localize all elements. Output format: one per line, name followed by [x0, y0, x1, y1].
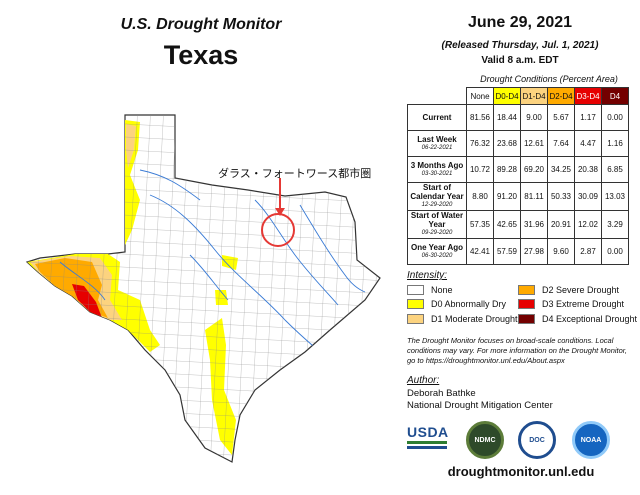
- author-org: National Drought Mitigation Center: [407, 400, 553, 411]
- county-grid: [27, 115, 380, 462]
- table-cell: 0.00: [601, 104, 629, 131]
- row-label: Start of Calendar Year 12-29-2020: [407, 182, 467, 211]
- table-row: One Year Ago 06-30-2020 42.41 57.59 27.98…: [407, 238, 629, 265]
- legend-item-d0: D0 Abnormally Dry: [407, 299, 506, 309]
- table-cell: 31.96: [520, 210, 548, 239]
- release-date: (Released Thursday, Jul. 1, 2021): [441, 40, 599, 51]
- table-cell: 42.65: [493, 210, 521, 239]
- table-cell: 6.85: [601, 156, 629, 183]
- row-label: 3 Months Ago 03-30-2021: [407, 156, 467, 183]
- table-cell: 57.35: [466, 210, 494, 239]
- usda-logo[interactable]: USDA: [407, 424, 449, 458]
- author-block: Deborah Bathke National Drought Mitigati…: [407, 388, 553, 412]
- table-row: 3 Months Ago 03-30-2021 10.72 89.28 69.20…: [407, 156, 629, 183]
- table-row: Start of Calendar Year 12-29-2020 8.80 91…: [407, 182, 629, 211]
- footer-url-link[interactable]: droughtmonitor.unl.edu: [447, 464, 595, 479]
- table-cell: 20.91: [547, 210, 575, 239]
- table-row: Current 81.56 18.44 9.00 5.67 1.17 0.00: [407, 104, 629, 131]
- legend-swatch: [518, 314, 535, 324]
- col-d1-d4: D1-D4: [520, 87, 548, 105]
- info-note: The Drought Monitor focuses on broad-sca…: [407, 336, 627, 365]
- legend-swatch: [407, 285, 424, 295]
- table-cell: 5.67: [547, 104, 575, 131]
- legend-item-d2: D2 Severe Drought: [518, 285, 619, 295]
- valid-time: Valid 8 a.m. EDT: [481, 55, 559, 66]
- legend-swatch: [518, 285, 535, 295]
- table-cell: 69.20: [520, 156, 548, 183]
- map-date: June 29, 2021: [467, 14, 573, 31]
- col-d3-d4: D3-D4: [574, 87, 602, 105]
- col-none: None: [466, 87, 494, 105]
- table-cell: 9.60: [547, 238, 575, 265]
- table-row: Last Week 06-22-2021 76.32 23.68 12.61 7.…: [407, 130, 629, 157]
- commerce-seal-logo[interactable]: DOC: [518, 421, 556, 459]
- table-cell: 57.59: [493, 238, 521, 265]
- author-heading: Author:: [407, 375, 440, 386]
- table-cell: 9.00: [520, 104, 548, 131]
- table-cell: 1.16: [601, 130, 629, 157]
- col-d4: D4: [601, 87, 629, 105]
- table-cell: 34.25: [547, 156, 575, 183]
- col-d0-d4: D0-D4: [493, 87, 521, 105]
- texas-drought-map: [25, 114, 381, 463]
- table-cell: 12.02: [574, 210, 602, 239]
- legend-item-d4: D4 Exceptional Drought: [518, 314, 637, 324]
- legend-item-none: None: [407, 285, 453, 295]
- table-cell: 89.28: [493, 156, 521, 183]
- legend-item-d1: D1 Moderate Drought: [407, 314, 518, 324]
- table-cell: 50.33: [547, 182, 575, 211]
- row-label: Current: [407, 104, 467, 131]
- legend-swatch: [407, 299, 424, 309]
- table-cell: 91.20: [493, 182, 521, 211]
- table-cell: 0.00: [601, 238, 629, 265]
- table-cell: 81.11: [520, 182, 548, 211]
- table-cell: 27.98: [520, 238, 548, 265]
- table-cell: 1.17: [574, 104, 602, 131]
- table-cell: 13.03: [601, 182, 629, 211]
- noaa-logo[interactable]: NOAA: [572, 421, 610, 459]
- usda-logo-text: USDA: [407, 424, 449, 440]
- table-cell: 7.64: [547, 130, 575, 157]
- table-row: Start of Water Year 09-29-2020 57.35 42.6…: [407, 210, 629, 239]
- table-cell: 3.29: [601, 210, 629, 239]
- table-cell: 76.32: [466, 130, 494, 157]
- table-cell: 18.44: [493, 104, 521, 131]
- legend-item-d3: D3 Extreme Drought: [518, 299, 624, 309]
- map-title: U.S. Drought Monitor: [120, 16, 282, 33]
- table-cell: 4.47: [574, 130, 602, 157]
- table-cell: 10.72: [466, 156, 494, 183]
- ndmc-logo[interactable]: NDMC: [466, 421, 504, 459]
- legend-title: Intensity:: [407, 270, 448, 281]
- row-label: Last Week 06-22-2021: [407, 130, 467, 157]
- table-cell: 8.80: [466, 182, 494, 211]
- col-d2-d4: D2-D4: [547, 87, 575, 105]
- dfw-annotation-label: ダラス・フォートワース都市圏: [218, 167, 372, 180]
- table-header-row: None D0-D4 D1-D4 D2-D4 D3-D4 D4: [408, 87, 629, 105]
- conditions-table: None D0-D4 D1-D4 D2-D4 D3-D4 D4 Current …: [407, 87, 629, 265]
- conditions-title: Drought Conditions (Percent Area): [480, 74, 618, 84]
- row-label: One Year Ago 06-30-2020: [407, 238, 467, 265]
- row-label: Start of Water Year 09-29-2020: [407, 210, 467, 239]
- dfw-circle: [261, 213, 295, 247]
- annotation-arrowhead: [275, 208, 285, 216]
- state-title: Texas: [163, 40, 239, 70]
- table-cell: 42.41: [466, 238, 494, 265]
- table-cell: 20.38: [574, 156, 602, 183]
- legend-swatch: [407, 314, 424, 324]
- table-cell: 2.87: [574, 238, 602, 265]
- table-cell: 23.68: [493, 130, 521, 157]
- table-cell: 12.61: [520, 130, 548, 157]
- author-name: Deborah Bathke: [407, 388, 476, 399]
- legend-swatch: [518, 299, 535, 309]
- table-cell: 30.09: [574, 182, 602, 211]
- table-cell: 81.56: [466, 104, 494, 131]
